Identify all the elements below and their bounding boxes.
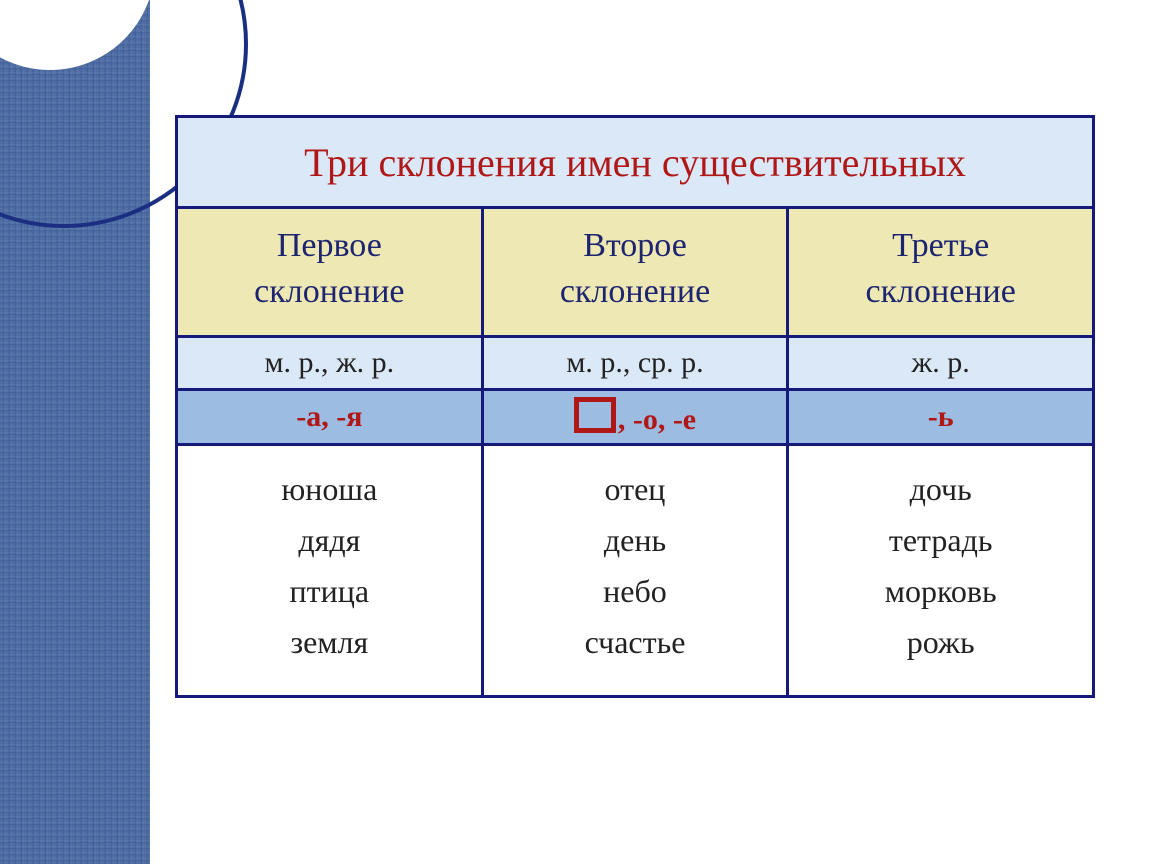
endings-cell-1: -а, -я xyxy=(177,389,483,444)
gender-cell-3: ж. р. xyxy=(788,336,1094,389)
example-2-3: счастье xyxy=(585,624,686,660)
example-1-1: дядя xyxy=(298,522,360,558)
example-1-0: юноша xyxy=(281,471,377,507)
endings-text-1: -а, -я xyxy=(296,400,362,433)
example-2-1: день xyxy=(604,522,666,558)
example-3-2: морковь xyxy=(885,573,997,609)
col-header-1-line1: Первое xyxy=(277,227,382,264)
example-3-1: тетрадь xyxy=(889,522,993,558)
zero-ending-box-icon xyxy=(574,397,616,433)
col-header-2: Второе склонение xyxy=(482,208,788,337)
examples-cell-3: дочь тетрадь морковь рожь xyxy=(788,444,1094,696)
gender-cell-1: м. р., ж. р. xyxy=(177,336,483,389)
table-header-row: Первое склонение Второе склонение Третье… xyxy=(177,208,1094,337)
example-1-2: птица xyxy=(290,573,370,609)
endings-cell-2: , -о, -е xyxy=(482,389,788,444)
col-header-1: Первое склонение xyxy=(177,208,483,337)
example-3-0: дочь xyxy=(910,471,972,507)
endings-text-3: -ь xyxy=(928,400,954,433)
table-title: Три склонения имен существительных xyxy=(177,117,1094,208)
table-title-row: Три склонения имен существительных xyxy=(177,117,1094,208)
example-2-0: отец xyxy=(605,471,666,507)
endings-cell-3: -ь xyxy=(788,389,1094,444)
examples-row: юноша дядя птица земля отец день небо сч… xyxy=(177,444,1094,696)
example-2-2: небо xyxy=(603,573,667,609)
example-3-3: рожь xyxy=(907,624,975,660)
col-header-2-line2: склонение xyxy=(560,273,710,310)
gender-cell-2: м. р., ср. р. xyxy=(482,336,788,389)
examples-cell-2: отец день небо счастье xyxy=(482,444,788,696)
gender-row: м. р., ж. р. м. р., ср. р. ж. р. xyxy=(177,336,1094,389)
col-header-1-line2: склонение xyxy=(254,273,404,310)
col-header-3-line1: Третье xyxy=(892,227,989,264)
example-1-3: земля xyxy=(290,624,368,660)
endings-row: -а, -я , -о, -е -ь xyxy=(177,389,1094,444)
declension-table: Три склонения имен существительных Перво… xyxy=(175,115,1095,698)
col-header-3: Третье склонение xyxy=(788,208,1094,337)
endings-text-2: , -о, -е xyxy=(618,403,696,436)
slide: Три склонения имен существительных Перво… xyxy=(0,0,1150,864)
col-header-2-line1: Второе xyxy=(583,227,687,264)
col-header-3-line2: склонение xyxy=(865,273,1015,310)
examples-cell-1: юноша дядя птица земля xyxy=(177,444,483,696)
